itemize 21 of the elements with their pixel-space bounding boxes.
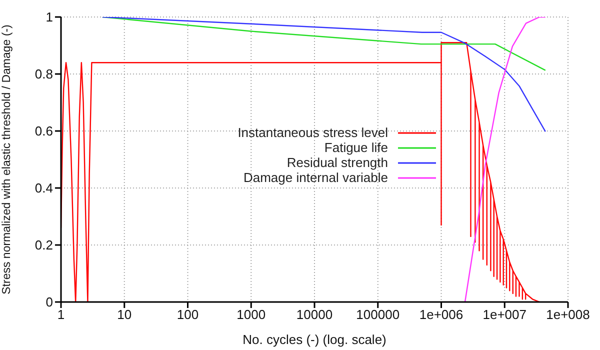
- x-tick-label: 1: [57, 307, 65, 322]
- y-tick-label: 0.2: [34, 238, 53, 253]
- y-tick-label: 0: [46, 294, 53, 310]
- x-tick-label: 1e+008: [546, 307, 590, 322]
- y-tick-label: 1: [46, 10, 53, 25]
- legend-label: Instantaneous stress level: [238, 125, 388, 140]
- y-tick-label: 0.4: [34, 180, 53, 196]
- x-tick-label: 100: [176, 307, 199, 322]
- legend-label: Residual strength: [286, 155, 388, 170]
- y-tick-label: 0.8: [34, 66, 53, 82]
- x-tick-label: 100000: [356, 307, 400, 322]
- x-tick-label: 10000: [296, 307, 333, 322]
- x-tick-label: 1000: [236, 307, 266, 322]
- x-tick-label: 10: [117, 307, 132, 322]
- y-axis-title: Stress normalized with elastic threshold / Damage (-): [1, 24, 14, 294]
- x-tick-label: 1e+007: [482, 307, 526, 322]
- legend-label: Damage internal variable: [243, 170, 388, 185]
- x-tick-label: 1e+006: [419, 307, 464, 322]
- legend-label: Fatigue life: [324, 140, 388, 155]
- x-axis-title: No. cycles (-) (log. scale): [242, 332, 386, 347]
- y-tick-label: 0.6: [34, 124, 53, 139]
